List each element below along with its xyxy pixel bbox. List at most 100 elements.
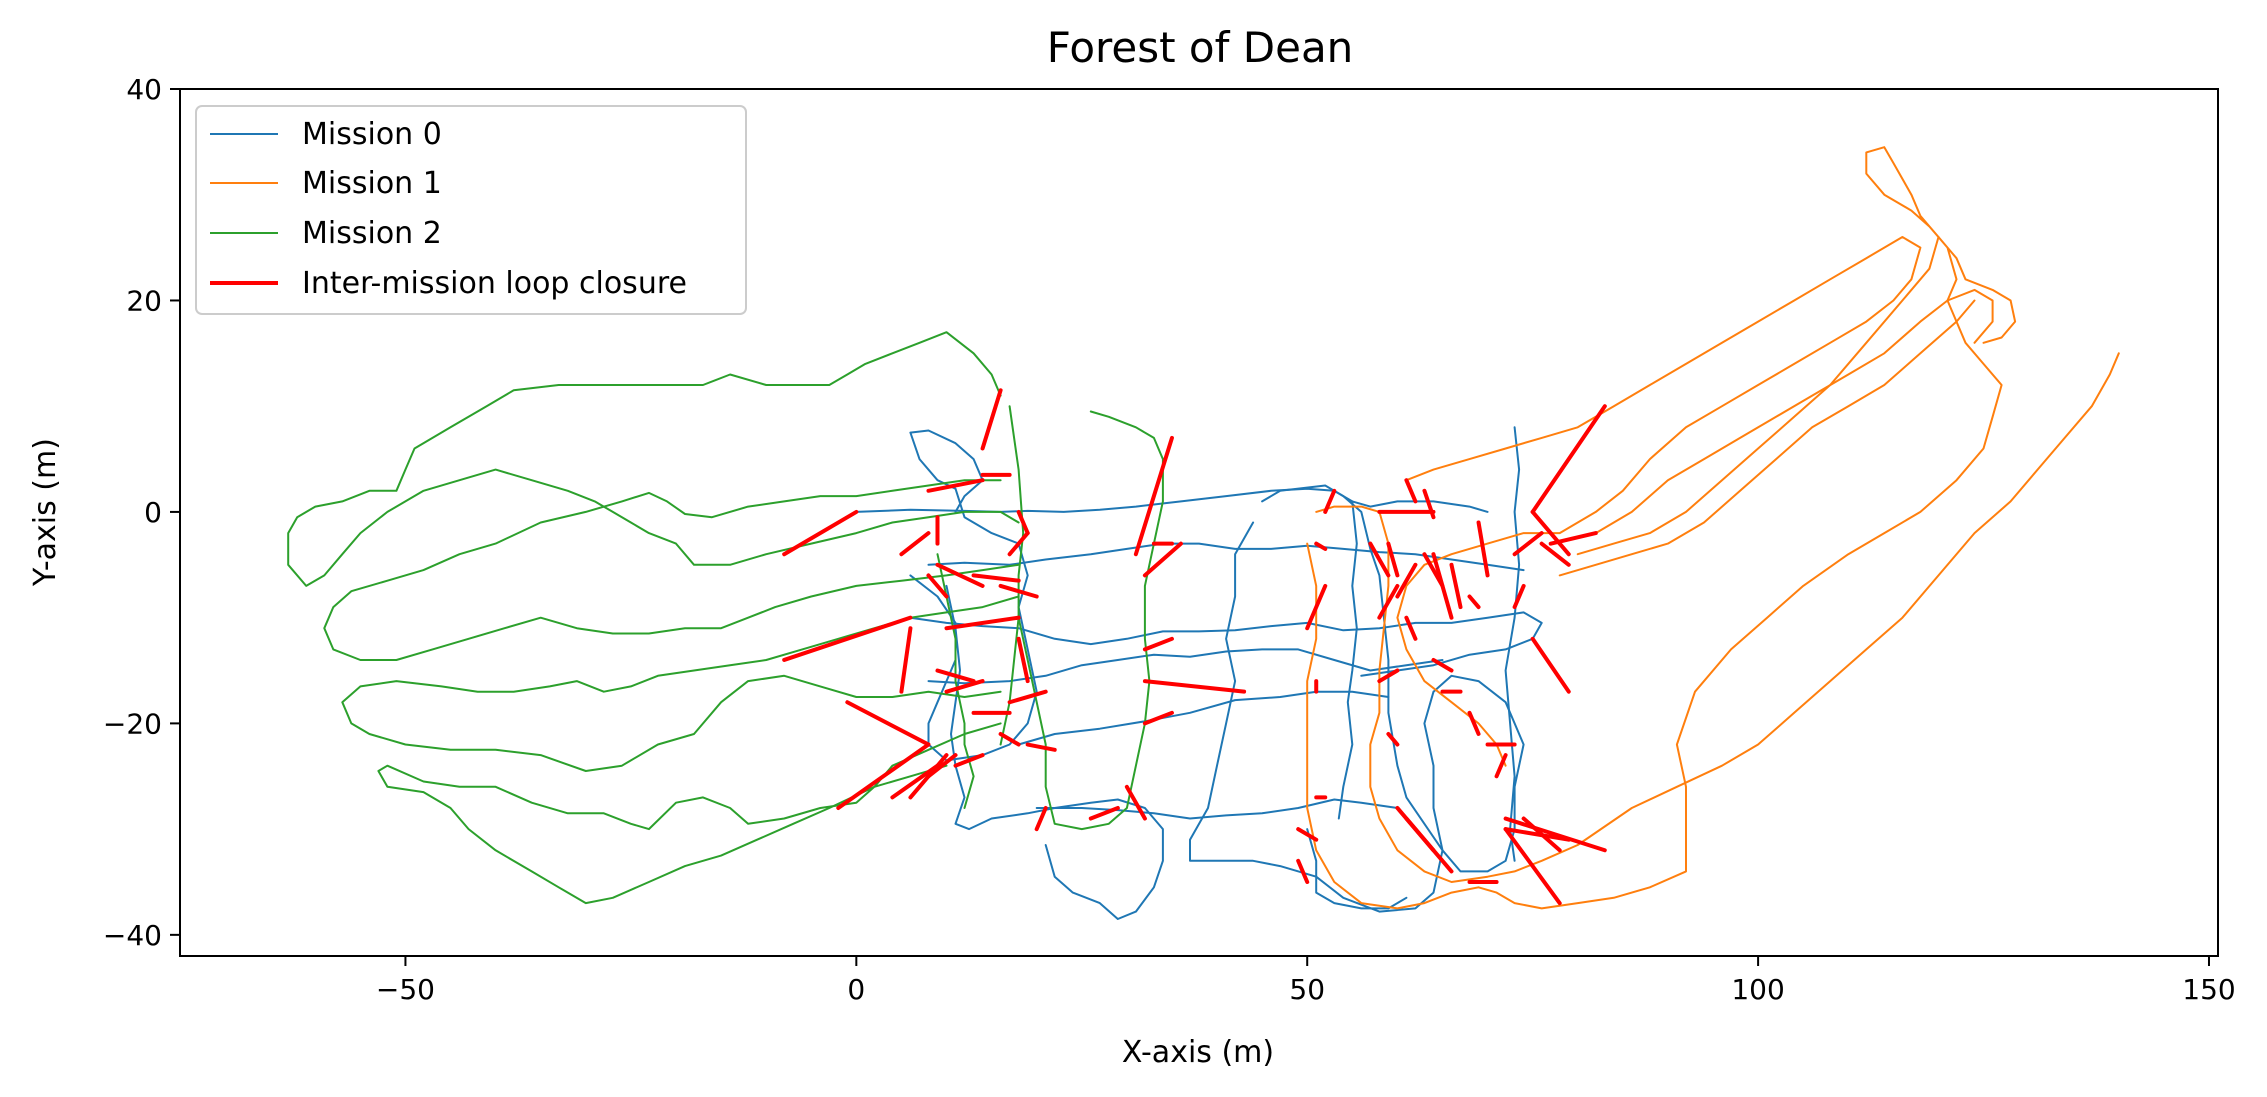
loop-closure-segment	[971, 573, 1021, 583]
loop-closure-segment	[1503, 827, 1571, 842]
loop-closure-segment	[1494, 753, 1508, 779]
loop-closure-segment	[998, 731, 1021, 747]
loop-closure-segment	[1422, 488, 1436, 520]
legend-label-mission-1: Mission 1	[302, 166, 442, 201]
series-1	[1306, 146, 2120, 910]
x-axis-title: X-axis (m)	[1122, 1035, 1274, 1070]
loop-closure-segment	[1467, 594, 1481, 610]
loop-closure-segment	[1539, 541, 1571, 567]
legend-label-loop-closure: Inter-mission loop closure	[302, 266, 687, 301]
loop-closure-segment	[782, 615, 913, 662]
loop-closure-segment	[1431, 657, 1454, 673]
series-0-trajectory-line	[1423, 674, 1525, 873]
x-tick-label: 50	[1289, 973, 1325, 1006]
series-2-trajectory-line	[287, 331, 1020, 587]
series-1-trajectory-line	[1576, 236, 1940, 556]
loop-closure-segment	[1404, 615, 1418, 641]
x-tick-label: 0	[847, 973, 865, 1006]
loop-closure-segment	[1476, 520, 1490, 578]
loop-closure-segment	[1431, 552, 1454, 620]
legend-box	[195, 105, 747, 315]
loop-closure-segment	[1016, 509, 1030, 536]
loop-closure-segment	[1449, 562, 1463, 610]
loop-closure-segment	[980, 388, 1003, 451]
loop-closure-segment	[1016, 636, 1030, 684]
loop-closure-segment	[1088, 805, 1120, 821]
x-tick-label: 150	[2182, 973, 2235, 1006]
loop-closure-segment	[1512, 583, 1526, 610]
loop-closure-segment	[1395, 805, 1436, 853]
loop-closure-segment	[1512, 531, 1544, 557]
y-tick-label: 40	[126, 73, 162, 106]
loop-closure-segment	[1124, 784, 1147, 821]
loop-closure-segment	[1503, 827, 1562, 906]
legend: Mission 0 Mission 1 Mission 2 Inter-miss…	[195, 105, 747, 315]
loop-closure-segment	[1142, 636, 1174, 652]
x-tick-label: −50	[376, 973, 435, 1006]
loop-closure-segment	[1377, 583, 1400, 620]
series-2	[287, 331, 1164, 905]
loop-closure-segment	[1007, 531, 1030, 557]
loop-closure-segment	[1386, 731, 1400, 747]
y-tick-label: 20	[126, 284, 162, 317]
loop-closure-segment	[899, 531, 931, 557]
loop-closure-segment	[899, 626, 913, 694]
series-3	[782, 388, 1607, 906]
loop-closure-segment	[926, 753, 958, 779]
loop-closure-segment	[1133, 435, 1174, 557]
loop-closure-segment	[944, 679, 985, 694]
series-0-trajectory-line	[927, 648, 1444, 685]
plot-data-layer	[287, 146, 2120, 920]
series-0-trajectory-line	[1035, 798, 1399, 820]
loop-closure-segment	[944, 615, 1021, 631]
series-0-trajectory-line	[909, 611, 1543, 677]
y-tick-label: −40	[103, 919, 162, 952]
legend-label-mission-0: Mission 0	[302, 117, 442, 152]
loop-closure-segment	[1142, 679, 1247, 694]
loop-closure-segment	[1530, 404, 1607, 514]
series-0-trajectory-line	[1337, 500, 1358, 820]
loop-closure-segment	[1323, 488, 1337, 514]
loop-closure-segment	[935, 562, 985, 588]
series-2-trajectory-line	[341, 595, 1020, 772]
loop-closure-segment	[926, 478, 985, 493]
series-2-trajectory-line	[936, 553, 975, 809]
loop-closure-segment	[1142, 541, 1183, 578]
series-0	[855, 426, 1543, 920]
loop-closure-segment	[1548, 531, 1598, 546]
loop-closure-segment	[953, 753, 985, 768]
loop-closure-segment	[1305, 583, 1328, 631]
loop-closure-segment	[1314, 541, 1328, 551]
series-2-trajectory-line	[323, 479, 1020, 661]
loop-closure-segment	[935, 668, 976, 684]
loop-closure-segment	[1368, 541, 1391, 578]
series-0-trajectory-line	[1017, 690, 1390, 746]
loop-closure-segment	[890, 763, 940, 800]
legend-label-mission-2: Mission 2	[302, 216, 442, 251]
axis-ticks: −50 0 50 100 150 −40 −20 0 20 40	[103, 73, 2236, 1006]
loop-closure-segment	[1530, 636, 1571, 694]
series-0-trajectory-line	[945, 584, 1164, 920]
loop-closure-segment	[1395, 562, 1418, 599]
loop-closure-segment	[1034, 805, 1048, 832]
series-0-trajectory-line	[1189, 484, 1444, 913]
y-axis-title: Y-axis (m)	[28, 438, 63, 587]
loop-closure-segment	[1296, 827, 1319, 842]
series-1-trajectory-line	[1396, 236, 1922, 767]
loop-closure-segment	[782, 509, 859, 557]
loop-closure-segment	[1025, 742, 1057, 752]
loop-closure-segment	[1503, 816, 1607, 853]
loop-closure-segment	[836, 742, 931, 810]
loop-closure-segment	[845, 700, 931, 747]
loop-closure-segment	[1530, 509, 1571, 557]
loop-closure-segment	[926, 573, 949, 599]
plot-frame	[179, 88, 2219, 957]
y-tick-label: −20	[103, 707, 162, 740]
loop-closure-segment	[1007, 689, 1048, 705]
x-tick-label: 100	[1731, 973, 1784, 1006]
series-0-trajectory-line	[1504, 426, 1521, 862]
series-0-trajectory-line	[1306, 828, 1408, 910]
y-tick-label: 0	[144, 496, 162, 529]
series-1-trajectory-line	[1558, 299, 1976, 577]
